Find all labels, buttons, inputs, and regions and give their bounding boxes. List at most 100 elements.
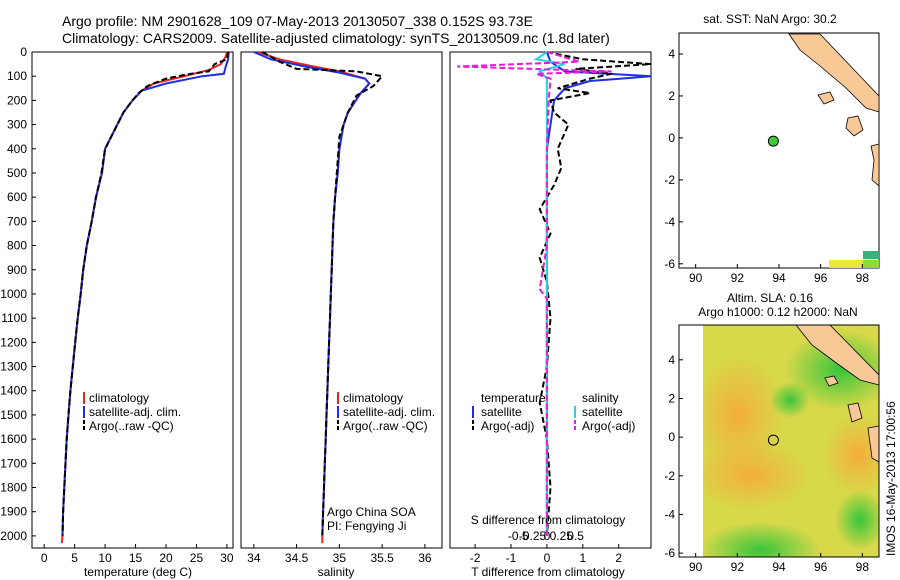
s-difference-label: S difference from climatology [471, 513, 626, 527]
legend-argo: Argo(..raw -QC) [89, 419, 174, 433]
sst-map-axes: 90 92 94 96 98 4 2 0 -2 -4 -6 [664, 47, 869, 285]
lat-tick-label: 4 [668, 353, 675, 367]
t-diff-tick-label: 2 [615, 551, 622, 565]
lat-tick-label: 4 [668, 47, 675, 61]
imos-timestamp: IMOS 16-May-2013 17:00:56 [884, 401, 898, 556]
depth-tick-label: 800 [7, 239, 27, 253]
island-land [870, 143, 880, 187]
argo-location-marker [767, 434, 779, 446]
depth-tick-label: 1300 [0, 360, 27, 374]
sla-low-patch [785, 330, 879, 410]
s-diff-tick-label: -0.5 [508, 529, 529, 543]
lat-tick-label: 2 [668, 89, 675, 103]
legend-salinity-header: salinity [582, 391, 619, 405]
island-land [824, 375, 839, 387]
series-line-temperature-argo-adj- [538, 51, 652, 536]
x-tick-label: 20 [159, 551, 173, 565]
series-line-argo-raw-qc- [61, 51, 230, 536]
lat-tick-label: -4 [664, 507, 675, 521]
sla-map-panel: Altim. SLA: 0.16 Argo h1000: 0.12 h2000:… [664, 291, 880, 574]
lat-tick-label: 2 [668, 391, 675, 405]
sst-map-land [788, 33, 880, 187]
x-tick-label: 35 [333, 551, 347, 565]
difference-series [457, 51, 652, 536]
x-tick-label: 0 [41, 551, 48, 565]
series-line-satellite-adj-clim- [253, 51, 371, 536]
salinity-xlabel: salinity [318, 565, 355, 579]
lon-tick-label: 96 [814, 560, 828, 574]
sla-high-patch [703, 440, 810, 510]
argo-location-marker [767, 135, 779, 147]
depth-tick-label: 1000 [0, 287, 27, 301]
depth-tick-label: 1800 [0, 481, 27, 495]
sla-field [703, 325, 879, 557]
depth-tick-label: 700 [7, 214, 27, 228]
series-line-climatology [257, 51, 371, 544]
x-tick-label: 34 [247, 551, 261, 565]
lon-tick-label: 96 [814, 271, 828, 285]
temperature-x-axis: 0 5 10 15 20 25 30 [41, 544, 234, 565]
depth-tick-label: 400 [7, 142, 27, 156]
legend-s-satellite: satellite [582, 405, 623, 419]
s-diff-tick-label: 0 [544, 529, 551, 543]
title-line-2: Climatology: CARS2009. Satellite-adjuste… [62, 30, 610, 46]
salinity-series [253, 51, 385, 544]
s-diff-tick-label: -0.25 [519, 529, 547, 543]
x-tick-label: 15 [129, 551, 143, 565]
island-land [845, 115, 864, 137]
lon-tick-label: 90 [689, 271, 703, 285]
temperature-axes-frame [31, 51, 234, 549]
s-diff-tick-label: 0.25 [550, 529, 574, 543]
sla-map-title-1: Altim. SLA: 0.16 [727, 291, 813, 305]
legend-satellite: satellite-adj. clim. [89, 405, 181, 419]
sla-high-patch [823, 415, 879, 495]
argo-pi: PI: Fengying Ji [327, 519, 406, 533]
sla-low-patch [703, 522, 820, 557]
sla-map-axes: 90 92 94 96 98 4 2 0 -2 -4 -6 [664, 353, 869, 574]
depth-tick-label: 300 [7, 118, 27, 132]
sst-cell [829, 260, 863, 268]
depth-axis: 0 100 200 300 400 500 600 700 800 900 1000 1100 1200… [0, 45, 36, 543]
depth-tick-label: 1600 [0, 432, 27, 446]
lat-tick-label: -2 [664, 173, 675, 187]
t-difference-label: T difference from climatology [471, 565, 625, 579]
depth-tick-label: 1700 [0, 456, 27, 470]
lon-tick-label: 90 [689, 560, 703, 574]
sla-low-patch [835, 490, 879, 550]
series-line-satellite-adj-clim- [61, 51, 230, 536]
x-tick-label: 25 [190, 551, 204, 565]
depth-tick-label: 0 [20, 45, 27, 59]
salinity-axes-frame [240, 51, 443, 549]
legend-t-satellite: satellite [481, 405, 522, 419]
series-line-climatology [60, 51, 228, 544]
x-tick-label: 36 [418, 551, 432, 565]
x-tick-label: 34.5 [285, 551, 309, 565]
lon-tick-label: 94 [772, 271, 786, 285]
temperature-legend: climatology satellite-adj. clim. Argo(..… [83, 391, 181, 433]
legend-climatology: climatology [89, 391, 149, 405]
lat-tick-label: -4 [664, 215, 675, 229]
salinity-panel: 34 34.5 35 35.5 36 salinity climatology sate… [240, 51, 443, 579]
island-land [867, 425, 879, 463]
depth-tick-label: 100 [7, 69, 27, 83]
legend-temperature-header: temperature [481, 391, 546, 405]
lon-tick-label: 98 [856, 560, 870, 574]
temperature-series [60, 51, 230, 544]
series-line-temperature-satellite [545, 51, 652, 536]
legend-argo: Argo(..raw -QC) [343, 419, 428, 433]
difference-legend: temperature satellite Argo(-adj) salinit… [472, 391, 635, 433]
t-diff-tick-label: -1 [506, 551, 517, 565]
depth-tick-label: 1500 [0, 408, 27, 422]
island-land [817, 91, 835, 105]
temperature-panel: 0100200300400500600700800900100011001200… [0, 45, 234, 579]
sumatra-land [795, 325, 879, 386]
lon-tick-label: 92 [731, 271, 745, 285]
lat-tick-label: -6 [664, 257, 675, 271]
s-diff-tick-label: 0.5 [567, 529, 584, 543]
series-line-argo-raw-qc- [261, 51, 385, 536]
lat-tick-label: -2 [664, 469, 675, 483]
difference-x-axis: -2 -1 0 1 2-0.5-0.250 0.250.5 [470, 529, 623, 565]
x-tick-label: 10 [98, 551, 112, 565]
